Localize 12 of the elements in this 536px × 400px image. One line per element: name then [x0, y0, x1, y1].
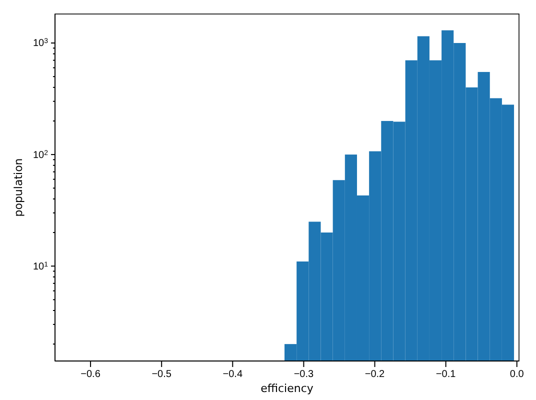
x-tick-label: −0.6: [80, 369, 101, 380]
x-tick-label: −0.3: [294, 369, 314, 380]
x-tick-label: −0.5: [152, 369, 172, 380]
x-tick-label: 0.0: [510, 369, 524, 380]
x-tick-label: −0.2: [364, 369, 386, 380]
y-tick-label: 10$^{2}$: [32, 149, 48, 161]
x-axis-title: efficiency: [260, 382, 314, 395]
y-axis-title: population: [12, 158, 25, 217]
y-tick-label: 10$^{3}$: [32, 38, 48, 50]
x-tick-label: −0.1: [436, 369, 456, 380]
y-tick-label: 10$^{1}$: [32, 260, 48, 272]
x-tick-label: −0.4: [222, 369, 243, 380]
